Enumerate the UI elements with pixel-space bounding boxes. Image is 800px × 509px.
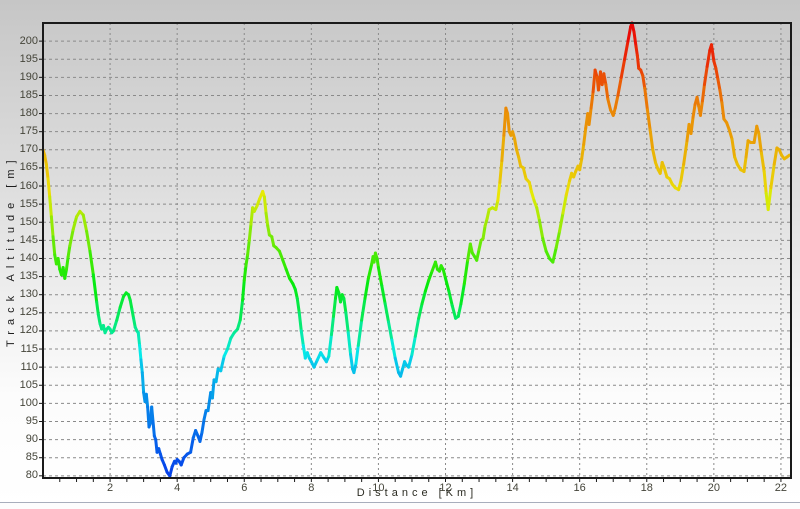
- y-tick-label: 155: [19, 197, 38, 210]
- gridlines: [43, 23, 791, 478]
- y-tick-label: 180: [19, 107, 38, 120]
- y-tick-label: 125: [19, 306, 38, 319]
- x-axis-title: Distance [Km]: [356, 487, 478, 499]
- x-tick-label: 22: [774, 482, 788, 494]
- y-tick-label: 115: [20, 342, 38, 355]
- y-tick-label: 200: [19, 34, 38, 47]
- y-tick-label: 90: [25, 433, 38, 446]
- y-tick-label: 175: [19, 125, 38, 138]
- y-tick-label: 190: [19, 70, 38, 83]
- y-tick-label: 85: [25, 451, 38, 464]
- x-tick-label: 6: [241, 482, 248, 494]
- y-tick-label: 165: [19, 161, 38, 174]
- y-tick-label: 150: [19, 215, 38, 228]
- y-tick-label: 95: [25, 414, 38, 427]
- y-tick-label: 135: [19, 270, 38, 283]
- y-tick-label: 170: [19, 143, 38, 156]
- x-tick-label: 10: [372, 482, 385, 494]
- y-tick-label: 105: [19, 378, 38, 391]
- x-tick-label: 2: [107, 482, 114, 494]
- y-tick-label: 80: [25, 469, 38, 482]
- x-tick-label: 20: [707, 482, 720, 494]
- y-tick-label: 140: [19, 251, 38, 264]
- x-tick-label: 16: [573, 482, 586, 494]
- y-tick-label: 160: [19, 179, 38, 192]
- x-tick-label: 8: [308, 482, 315, 494]
- y-tick-label: 100: [19, 396, 38, 409]
- y-tick-label: 195: [19, 52, 38, 65]
- x-tick-label: 12: [439, 482, 452, 494]
- y-tick-label: 130: [19, 288, 38, 301]
- x-tick-label: 14: [506, 482, 519, 494]
- y-tick-label: 120: [19, 324, 38, 337]
- y-tick-label: 110: [20, 360, 38, 373]
- axes-and-ticks: [39, 22, 792, 482]
- window-bottom-separator: [0, 502, 800, 503]
- x-tick-label: 18: [640, 482, 653, 494]
- y-tick-label: 185: [19, 88, 38, 101]
- y-tick-label: 145: [19, 233, 38, 246]
- window-bottom-margin: [0, 503, 800, 509]
- x-tick-label: 4: [174, 482, 181, 494]
- altitude-profile-line: [41, 21, 791, 478]
